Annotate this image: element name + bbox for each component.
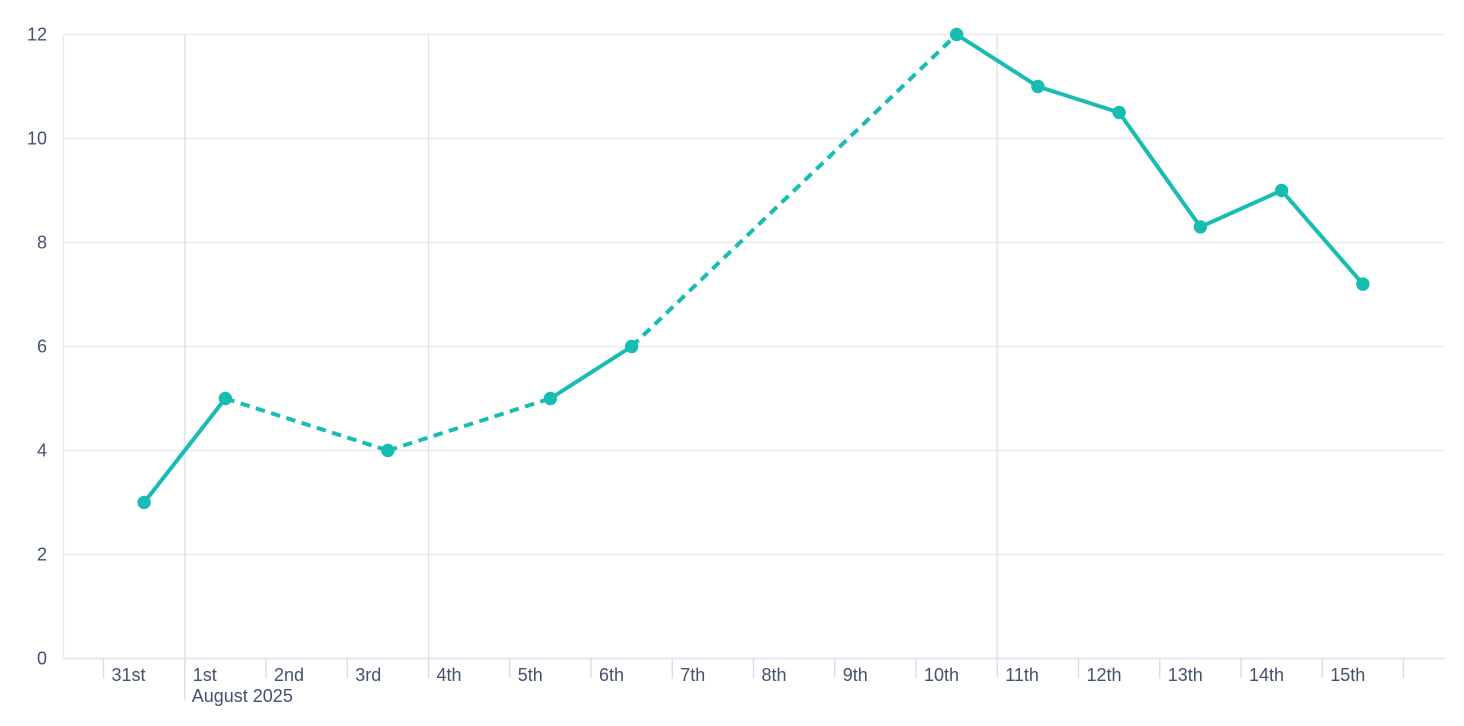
series-segment-dashed bbox=[630, 33, 959, 348]
y-axis-label: 8 bbox=[37, 233, 47, 253]
x-axis-label: 8th bbox=[762, 665, 787, 685]
y-axis-label: 4 bbox=[37, 441, 47, 461]
series-segment-solid bbox=[142, 397, 227, 504]
x-axis-label: 6th bbox=[599, 665, 624, 685]
series-segment-dashed bbox=[224, 396, 389, 453]
y-axis-label: 2 bbox=[37, 545, 47, 565]
data-point-marker[interactable] bbox=[1031, 79, 1045, 94]
data-point-marker[interactable] bbox=[949, 27, 964, 42]
x-axis-label: 31st bbox=[112, 665, 146, 685]
x-axis-label: 2nd bbox=[274, 665, 304, 685]
x-axis-label: 1st bbox=[193, 665, 217, 685]
x-axis-label: 9th bbox=[843, 665, 868, 685]
data-point-marker[interactable] bbox=[1274, 183, 1289, 198]
x-axis-label: 4th bbox=[437, 665, 462, 685]
data-point-marker[interactable] bbox=[137, 495, 151, 510]
data-point-marker[interactable] bbox=[543, 391, 558, 406]
x-axis-label: 12th bbox=[1087, 665, 1122, 685]
x-axis-label: 15th bbox=[1330, 665, 1365, 685]
x-axis-label: 13th bbox=[1168, 665, 1203, 685]
x-axis-label: 10th bbox=[924, 665, 959, 685]
series-segment-solid bbox=[1117, 111, 1203, 229]
x-axis-month-label: August 2025 bbox=[192, 686, 293, 706]
x-axis-label: 11th bbox=[1005, 665, 1039, 685]
series-segment-dashed bbox=[387, 396, 551, 453]
data-point-marker[interactable] bbox=[381, 443, 395, 458]
x-axis-label: 5th bbox=[518, 665, 543, 685]
y-axis-label: 0 bbox=[37, 649, 47, 669]
x-axis-label: 3rd bbox=[355, 665, 381, 685]
series-segment-solid bbox=[1280, 189, 1365, 286]
data-point-marker[interactable] bbox=[624, 339, 639, 354]
x-axis-label: 7th bbox=[680, 665, 705, 685]
x-axis-label: 14th bbox=[1249, 665, 1284, 685]
series-segment-solid bbox=[1037, 84, 1120, 115]
series-segment-solid bbox=[955, 32, 1039, 89]
y-axis-label: 12 bbox=[27, 25, 47, 45]
series-segment-solid bbox=[1199, 188, 1283, 229]
data-point-marker[interactable] bbox=[1193, 220, 1208, 234]
series-segment-solid bbox=[549, 344, 633, 401]
data-point-marker[interactable] bbox=[1356, 277, 1370, 291]
y-axis-label: 6 bbox=[37, 337, 47, 357]
data-point-marker[interactable] bbox=[218, 391, 233, 406]
data-point-marker[interactable] bbox=[1112, 105, 1126, 120]
y-axis-label: 10 bbox=[27, 129, 47, 149]
